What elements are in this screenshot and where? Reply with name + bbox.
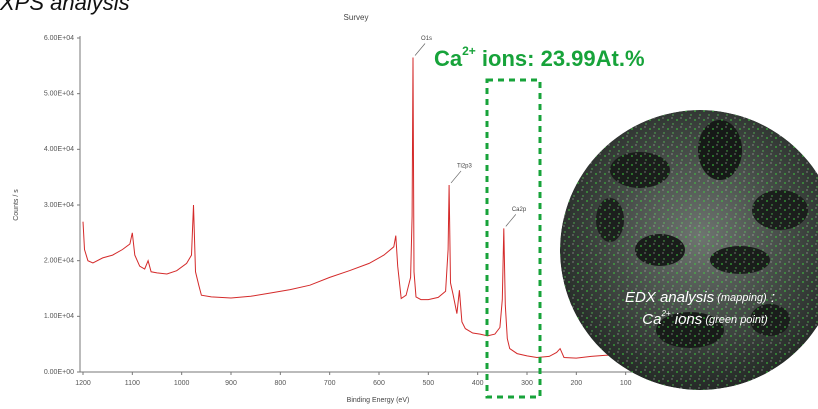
peak-label: Ti2p3 (457, 164, 472, 170)
x-tick-label: 500 (422, 380, 434, 387)
y-tick-label: 4.00E+04 (44, 146, 74, 153)
x-tick-label: 400 (472, 380, 484, 387)
peak-label: Ca2p (512, 207, 527, 213)
peak-label: O1s (421, 36, 432, 42)
x-tick-label: 1100 (125, 380, 140, 387)
annotation-leader (506, 214, 516, 226)
x-tick-label: 900 (225, 380, 237, 387)
page: {"heading": "XPS analysis", "chart_data"… (0, 0, 818, 409)
edx-note: (mapping) (714, 292, 767, 304)
edx-image (560, 110, 818, 390)
x-tick-label: 600 (373, 380, 385, 387)
annotation-leader (451, 171, 461, 183)
y-axis-label: Counts / s (13, 189, 20, 221)
callout-text: ions: 23.99At.% (476, 46, 645, 71)
callout-element: Ca (434, 46, 463, 71)
ca-callout: Ca2+ ions: 23.99At.% (434, 44, 645, 71)
edx-caption-1: EDX analysis (mapping) : (625, 289, 775, 306)
x-axis-label: Binding Energy (eV) (347, 397, 410, 404)
x-tick-label: 200 (570, 380, 582, 387)
highlight-box (487, 80, 540, 397)
edx-charge: 2+ (660, 309, 670, 318)
annotation-leader (415, 43, 425, 55)
y-tick-label: 2.00E+04 (44, 258, 74, 265)
chart: XPS analysis Survey Counts / s Binding E… (0, 0, 818, 409)
x-tick-label: 700 (324, 380, 336, 387)
edx-note-2: (green point) (702, 314, 768, 326)
x-tick-label: 300 (521, 380, 533, 387)
chart-title: Survey (344, 13, 369, 22)
y-tick-label: 5.00E+04 (44, 91, 74, 98)
x-tick-label: 100 (620, 380, 632, 387)
y-tick-label: 0.00E+00 (44, 369, 74, 376)
x-tick-label: 1000 (174, 380, 190, 387)
callout-charge: 2+ (462, 44, 476, 58)
edx-ions: ions (671, 311, 703, 328)
x-tick-label: 800 (274, 380, 286, 387)
y-tick-label: 1.00E+04 (44, 313, 74, 320)
x-tick-label: 1200 (75, 380, 91, 387)
edx-main: EDX analysis (625, 289, 715, 306)
edx-tail: : (767, 289, 775, 306)
edx-element: Ca (642, 311, 661, 328)
y-tick-label: 6.00E+04 (44, 35, 74, 42)
heading: XPS analysis (0, 0, 130, 15)
y-tick-label: 3.00E+04 (44, 202, 74, 209)
